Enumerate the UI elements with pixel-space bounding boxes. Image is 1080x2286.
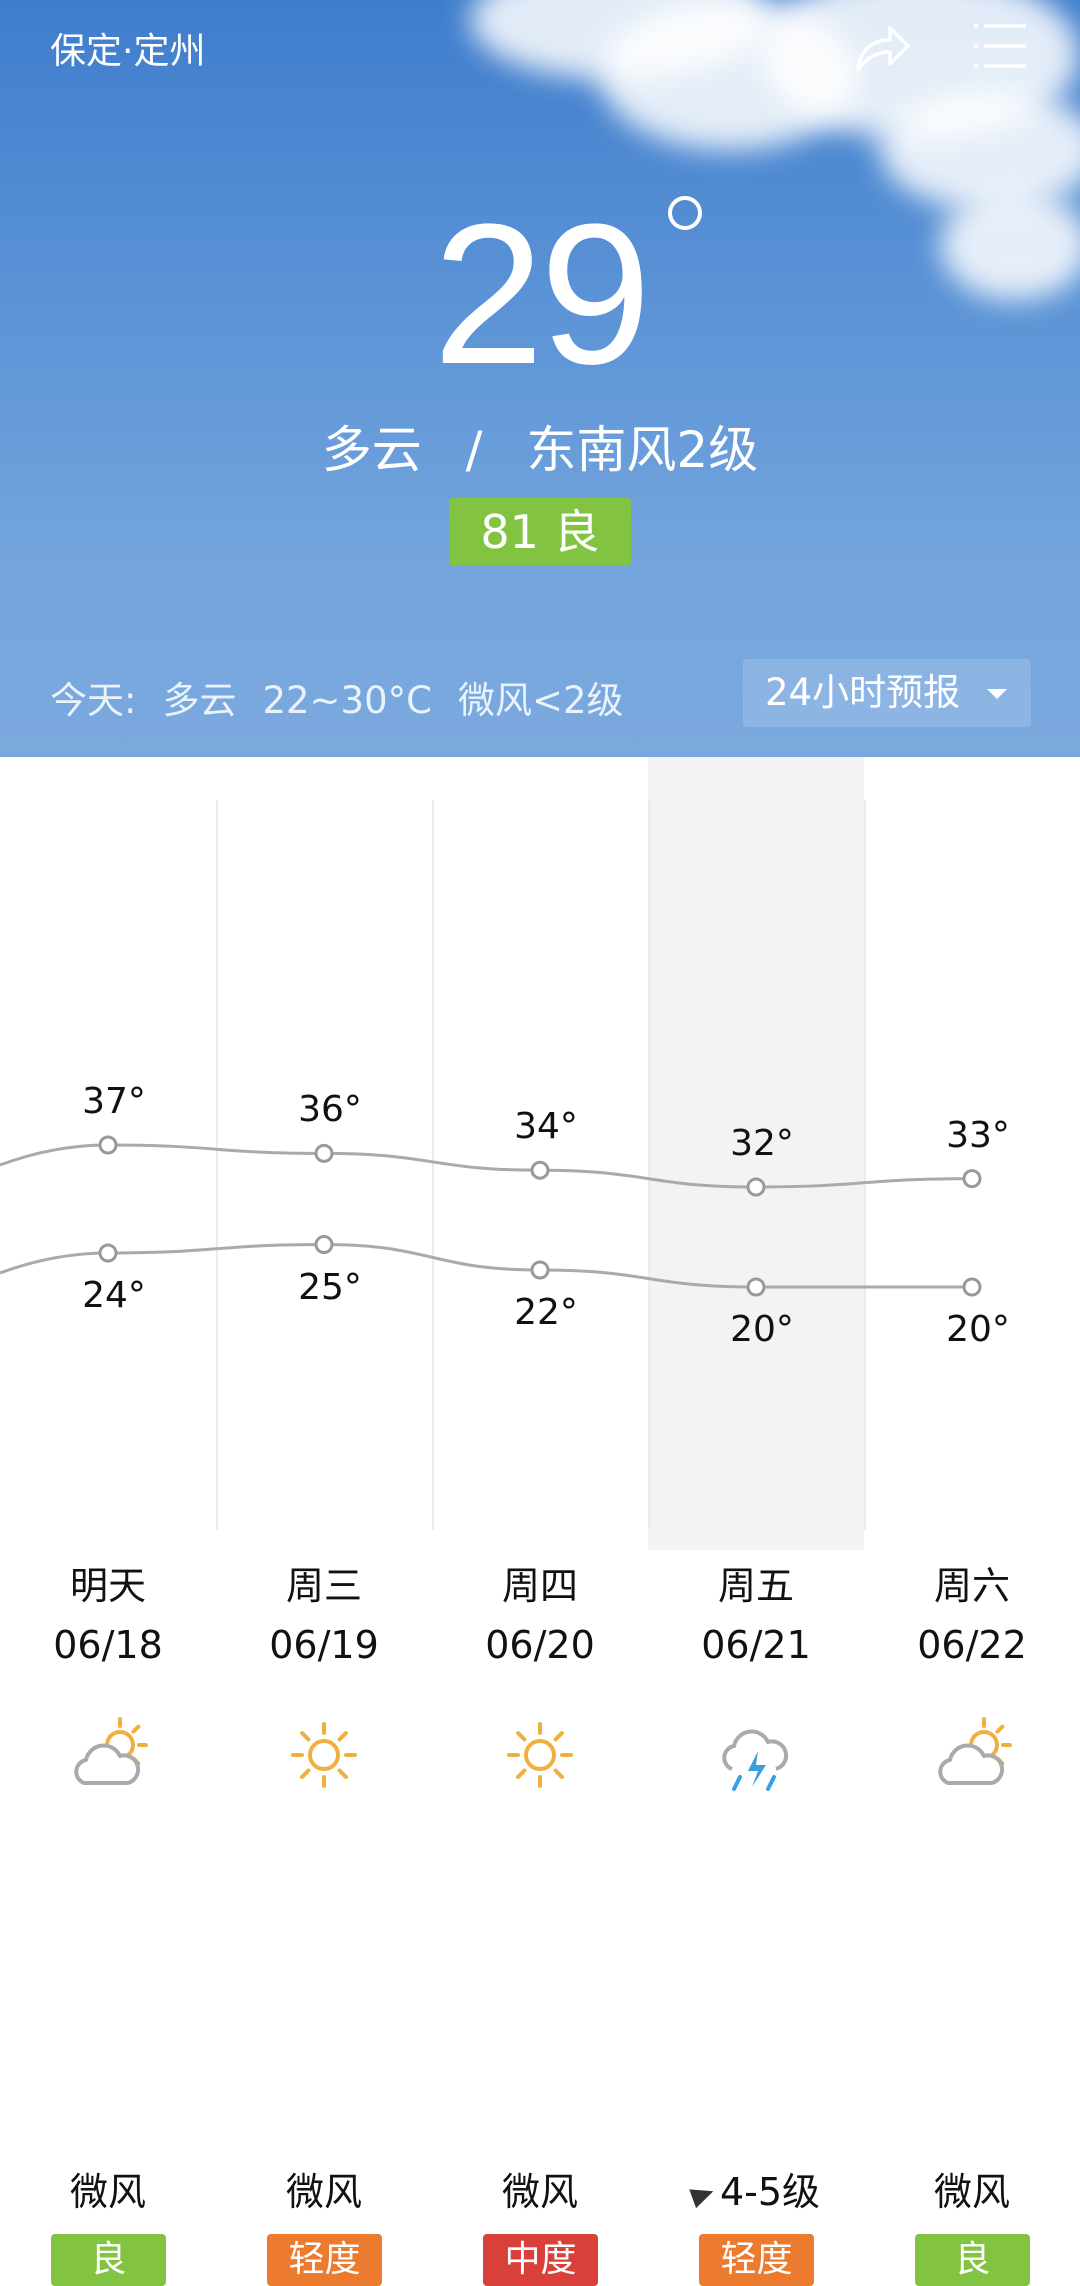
high-temp-label: 37° (82, 1081, 146, 1122)
high-temp-point (314, 1143, 334, 1163)
today-range: 22~30°C (262, 679, 432, 722)
aqi-badge[interactable]: 良 (51, 2234, 166, 2286)
24h-forecast-button[interactable]: 24小时预报 (743, 659, 1031, 727)
degree-symbol (668, 196, 702, 230)
condition-text: 多云 (321, 421, 422, 479)
column-divider (216, 800, 218, 1530)
high-temp-label: 33° (946, 1114, 1010, 1156)
low-temp-label: 22° (514, 1292, 578, 1333)
today-condition: 多云 (162, 679, 237, 722)
high-temp-point (98, 1135, 118, 1155)
column-divider (432, 800, 434, 1530)
today-wind: 微风<2级 (457, 679, 624, 722)
current-temperature: 29 (432, 183, 651, 406)
low-temp-point (530, 1260, 550, 1280)
column-divider (648, 800, 650, 1530)
day-label: 明天 (69, 1564, 146, 1608)
high-temp-point (746, 1177, 766, 1197)
wind-label: 微风 (0, 2161, 216, 2216)
high-temp-point (530, 1160, 550, 1180)
low-temp-label: 20° (730, 1309, 794, 1350)
forecast-button-label: 24小时预报 (765, 671, 961, 714)
wind-text: 4-5级 (719, 2170, 821, 2214)
day-label: 周三 (285, 1564, 362, 1608)
aqi-badge[interactable]: 良 (915, 2234, 1030, 2286)
low-temp-point (98, 1243, 118, 1263)
date-label: 06/21 (701, 1623, 811, 1667)
day-label: 周六 (933, 1564, 1010, 1608)
high-temp-label: 32° (730, 1123, 794, 1164)
wind-text: 微风 (933, 2170, 1010, 2214)
column-divider (864, 800, 866, 1530)
aqi-badge[interactable]: 81 良 (449, 498, 631, 566)
temperature-curves (0, 1135, 982, 1297)
sunny-icon (291, 1722, 357, 1788)
partly-cloudy-icon (74, 1717, 148, 1785)
wind-label: 微风 (432, 2161, 648, 2216)
aqi-badge[interactable]: 中度 (483, 2234, 598, 2286)
thunderstorm-icon (722, 1729, 789, 1791)
low-temp-label: 20° (946, 1309, 1010, 1350)
partly-cloudy-icon (938, 1717, 1012, 1785)
wind-direction-icon (689, 2181, 717, 2209)
aqi-badge[interactable]: 轻度 (699, 2234, 814, 2286)
day-label: 周五 (717, 1564, 794, 1608)
share-icon[interactable] (852, 20, 912, 76)
current-condition: 多云 / 东南风2级 (0, 410, 1080, 482)
sunny-icon (507, 1722, 573, 1788)
menu-icon[interactable] (970, 20, 1030, 76)
low-temp-label: 25° (298, 1266, 362, 1308)
high-temp-label: 34° (514, 1106, 578, 1148)
date-label: 06/20 (485, 1623, 595, 1667)
date-label: 06/19 (269, 1623, 379, 1667)
day-label: 周四 (501, 1564, 578, 1608)
wind-text: 微风 (501, 2170, 578, 2214)
aqi-value: 81 (480, 505, 539, 559)
aqi-badge[interactable]: 轻度 (267, 2234, 382, 2286)
current-weather-panel: 保定·定州 29 多云 / 东南风2级 81 良 今天: 多云 22~30°C 微风<… (0, 0, 1080, 757)
wind-text: 东南风2级 (526, 421, 759, 479)
today-label: 今天: (50, 679, 137, 722)
high-temp-point (962, 1169, 982, 1189)
city-name[interactable]: 保定·定州 (50, 31, 206, 72)
wind-text: 微风 (285, 2170, 362, 2214)
wind-label: 微风 (216, 2161, 432, 2216)
chevron-down-icon (987, 689, 1007, 699)
low-temp-label: 24° (82, 1275, 146, 1316)
high-temp-label: 36° (298, 1089, 362, 1131)
separator: / (465, 421, 483, 479)
wind-text: 微风 (69, 2170, 146, 2214)
wind-label: 4-5级 (648, 2161, 864, 2216)
high-temp-line (0, 1143, 973, 1189)
date-label: 06/18 (53, 1623, 163, 1667)
date-label: 06/22 (917, 1623, 1027, 1667)
today-summary: 今天: 多云 22~30°C 微风<2级 (50, 670, 650, 724)
low-temp-point (962, 1277, 982, 1297)
wind-label: 微风 (864, 2161, 1080, 2216)
low-temp-line (0, 1242, 972, 1289)
low-temp-point (746, 1277, 766, 1297)
low-temp-point (314, 1235, 334, 1254)
aqi-level: 良 (553, 505, 600, 559)
